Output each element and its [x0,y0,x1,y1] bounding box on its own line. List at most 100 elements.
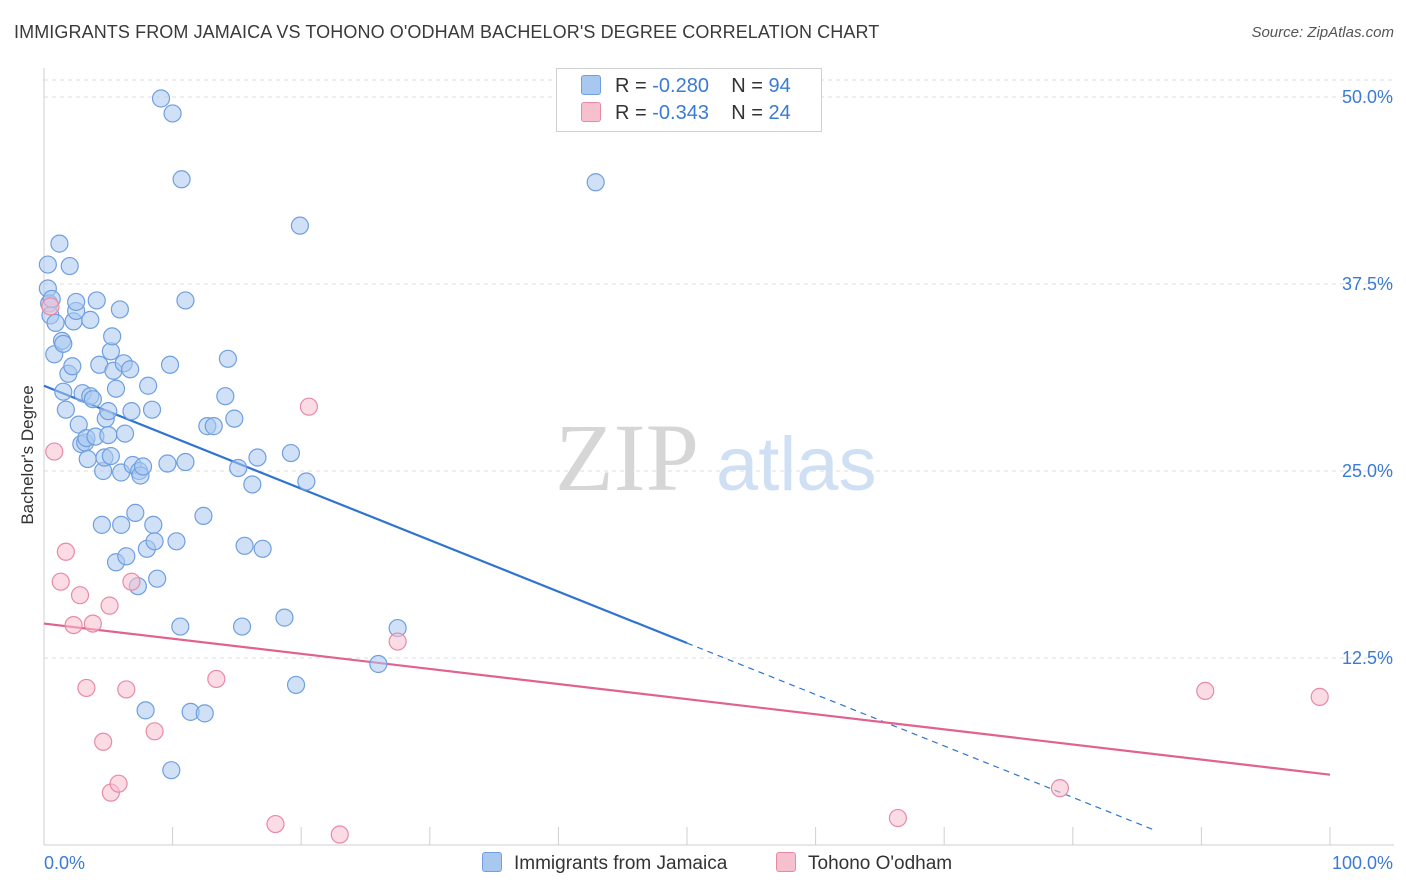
point-tohono [888,808,908,828]
point-tohono [109,774,128,793]
point-tohono [1310,687,1329,706]
point-jamaica [81,310,100,330]
point-jamaica [103,327,122,346]
point-tohono [388,632,407,651]
point-jamaica [50,234,69,253]
watermark-zip: ZIP [555,404,699,511]
correlation-legend: R = -0.280 N = 94 R = -0.343 N = 24 [556,68,822,132]
point-jamaica [176,452,195,472]
point-tohono [299,397,319,416]
trend-line-tohono [43,622,1331,776]
point-tohono [94,732,113,751]
point-jamaica [176,291,195,310]
point-jamaica [87,291,106,310]
point-jamaica [172,170,191,189]
y-tick-label: 37.5% [1342,274,1393,294]
point-jamaica [63,357,82,376]
point-tohono [45,442,64,461]
point-jamaica [144,515,163,534]
point-tohono [330,825,349,844]
y-tick-label: 25.0% [1342,461,1393,481]
point-jamaica [139,376,158,395]
point-jamaica [99,425,118,445]
point-jamaica [101,342,120,361]
n-value-jamaica: 94 [768,75,791,97]
point-jamaica [218,349,237,368]
point-jamaica [232,617,252,636]
watermark-atlas: atlas [716,422,877,507]
point-jamaica [151,89,171,108]
bottom-legend-jamaica: Immigrants from Jamaica [482,852,727,875]
point-jamaica [126,503,145,522]
legend-label-tohono: Tohono O'odham [808,853,953,874]
point-jamaica [110,300,129,319]
point-jamaica [171,617,190,636]
point-jamaica [115,424,135,443]
legend-swatch-blue [581,75,601,95]
point-jamaica [160,355,180,374]
point-jamaica [148,569,167,588]
legend-swatch-pink [776,852,796,872]
point-jamaica [229,458,248,478]
point-tohono [64,615,83,635]
legend-label-jamaica: Immigrants from Jamaica [514,853,728,874]
legend-swatch-blue [482,852,502,872]
trend-lines [43,384,1331,832]
point-jamaica [586,173,605,192]
point-jamaica [145,532,164,551]
point-tohono [1196,681,1215,701]
point-jamaica [112,515,131,534]
point-jamaica [92,515,111,534]
point-jamaica [133,457,153,476]
point-tohono [70,586,90,605]
source-credit: Source: ZipAtlas.com [1251,24,1394,41]
point-jamaica [248,448,267,467]
r-label: R = [615,102,653,124]
axes [43,68,1394,846]
point-jamaica [54,382,73,401]
legend-row-jamaica: R = -0.280 N = 94 [581,75,791,98]
point-jamaica [369,654,388,674]
point-tohono [41,297,60,316]
point-jamaica [275,608,294,627]
point-jamaica [83,390,102,409]
point-tohono [51,572,70,591]
point-jamaica [158,454,177,473]
point-tohono [207,669,226,689]
point-jamaica [99,402,118,421]
point-tohono [1050,779,1070,798]
point-tohono [122,572,141,591]
point-tohono [145,722,164,741]
legend-swatch-pink [581,102,601,122]
point-jamaica [204,417,223,436]
point-jamaica [136,701,155,720]
n-value-tohono: 24 [768,102,791,124]
trend-line-jamaica [43,384,688,645]
point-jamaica [167,532,186,551]
point-jamaica [290,216,310,235]
watermark: ZIP atlas [555,404,877,511]
point-jamaica [297,472,316,491]
point-jamaica [194,506,213,525]
point-tohono [100,596,119,615]
point-jamaica [60,256,79,276]
y-axis-title: Bachelor's Degree [18,385,37,524]
point-jamaica [253,539,272,558]
gridlines [44,79,1394,659]
n-label: N = [731,75,769,97]
point-jamaica [225,409,244,428]
point-jamaica [78,449,97,469]
x-tick-label-min: 0.0% [44,853,85,873]
data-points [38,89,1329,844]
r-value-jamaica: -0.280 [652,75,709,97]
legend-row-tohono: R = -0.343 N = 24 [581,102,791,125]
point-tohono [266,814,285,834]
point-jamaica [67,292,86,312]
point-jamaica [142,400,162,419]
point-jamaica [243,475,262,494]
r-label: R = [615,75,653,97]
point-jamaica [117,547,136,566]
y-tick-label: 12.5% [1342,648,1393,668]
point-jamaica [101,446,120,466]
